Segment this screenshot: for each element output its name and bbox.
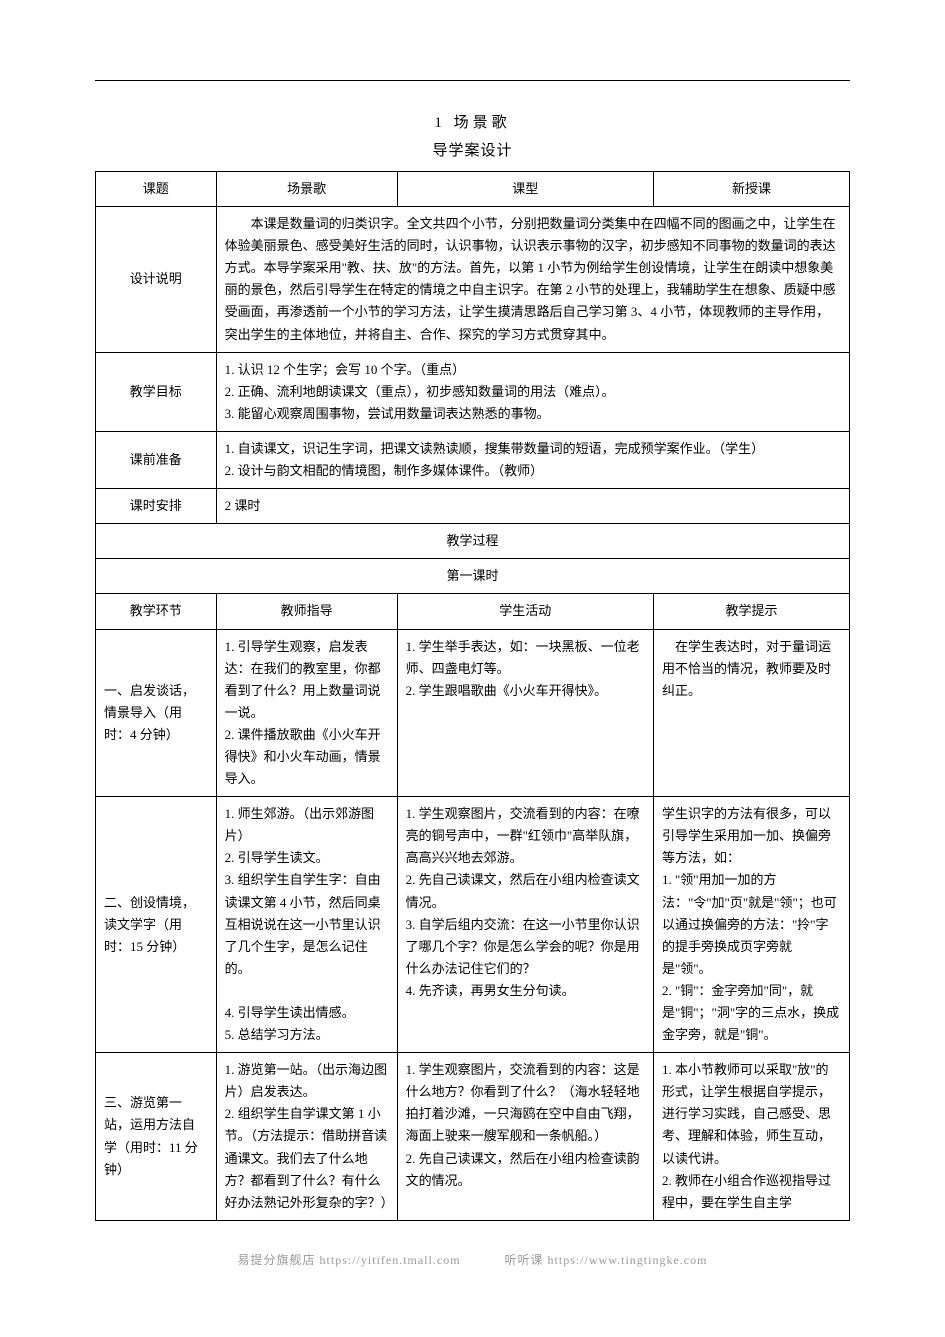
table-row: 教学环节 教师指导 学生活动 教学提示 — [96, 594, 850, 629]
page-footer: 易提分旗舰店 https://yitifen.tmall.com 听听课 htt… — [95, 1251, 850, 1270]
table-row: 课题 场景歌 课型 新授课 — [96, 172, 850, 207]
cell-prep-text: 1. 自读课文，识记生字词，把课文读熟读顺，搜集带数量词的短语，完成预学案作业。… — [216, 431, 849, 488]
doc-subtitle: 导学案设计 — [95, 139, 850, 163]
table-row: 教学过程 — [96, 524, 850, 559]
table-row: 设计说明 本课是数量词的归类识字。全文共四个小节，分别把数量词分类集中在四幅不同… — [96, 207, 850, 353]
step2-teacher: 1. 师生郊游。（出示郊游图片） 2. 引导学生读文。 3. 组织学生自学生字：… — [216, 797, 397, 1053]
cell-goals-label: 教学目标 — [96, 352, 217, 431]
step1-student: 1. 学生举手表达，如：一块黑板、一位老师、四盏电灯等。 2. 学生跟唱歌曲《小… — [397, 629, 653, 797]
cell-topic-label: 课题 — [96, 172, 217, 207]
table-row: 课时安排 2 课时 — [96, 489, 850, 524]
cell-period-label: 课时安排 — [96, 489, 217, 524]
cell-type-value: 新授课 — [653, 172, 849, 207]
col-header-tip: 教学提示 — [653, 594, 849, 629]
top-rule — [95, 80, 850, 81]
step2-tip: 学生识字的方法有很多，可以引导学生采用加一加、换偏旁等方法，如： 1. "领"用… — [653, 797, 849, 1053]
cell-design-label: 设计说明 — [96, 207, 217, 353]
table-row: 第一课时 — [96, 559, 850, 594]
footer-right: 听听课 https://www.tingtingke.com — [505, 1253, 708, 1267]
title-number: 1 — [434, 115, 446, 131]
step1-label: 一、启发谈话，情景导入（用时：4 分钟） — [96, 629, 217, 797]
step1-teacher: 1. 引导学生观察，启发表达：在我们的教室里，你都看到了什么？用上数量词说一说。… — [216, 629, 397, 797]
process-header: 教学过程 — [96, 524, 850, 559]
step2-student: 1. 学生观察图片，交流看到的内容：在嘹亮的铜号声中，一群"红领巾"高举队旗，高… — [397, 797, 653, 1053]
step1-tip: 在学生表达时，对于量词运用不恰当的情况，教师要及时纠正。 — [653, 629, 849, 797]
col-header-student: 学生活动 — [397, 594, 653, 629]
table-row: 课前准备 1. 自读课文，识记生字词，把课文读熟读顺，搜集带数量词的短语，完成预… — [96, 431, 850, 488]
table-row: 二、创设情境，读文学字（用时：15 分钟） 1. 师生郊游。（出示郊游图片） 2… — [96, 797, 850, 1053]
table-row: 三、游览第一站，运用方法自学（用时：11 分钟） 1. 游览第一站。（出示海边图… — [96, 1053, 850, 1221]
cell-topic-value: 场景歌 — [216, 172, 397, 207]
cell-period-text: 2 课时 — [216, 489, 849, 524]
col-header-step: 教学环节 — [96, 594, 217, 629]
table-row: 一、启发谈话，情景导入（用时：4 分钟） 1. 引导学生观察，启发表达：在我们的… — [96, 629, 850, 797]
col-header-teacher: 教师指导 — [216, 594, 397, 629]
lesson-plan-table: 课题 场景歌 课型 新授课 设计说明 本课是数量词的归类识字。全文共四个小节，分… — [95, 171, 850, 1221]
cell-design-text: 本课是数量词的归类识字。全文共四个小节，分别把数量词分类集中在四幅不同的图画之中… — [216, 207, 849, 353]
step3-student: 1. 学生观察图片，交流看到的内容：这是什么地方？你看到了什么？（海水轻轻地拍打… — [397, 1053, 653, 1221]
cell-prep-label: 课前准备 — [96, 431, 217, 488]
step2-label: 二、创设情境，读文学字（用时：15 分钟） — [96, 797, 217, 1053]
step3-tip: 1. 本小节教师可以采取"放"的形式，让学生根据自学提示，进行学习实践，自己感受… — [653, 1053, 849, 1221]
lesson1-header: 第一课时 — [96, 559, 850, 594]
title-text: 场景歌 — [454, 115, 511, 131]
step3-teacher: 1. 游览第一站。（出示海边图片）启发表达。 2. 组织学生自学课文第 1 小节… — [216, 1053, 397, 1221]
footer-left: 易提分旗舰店 https://yitifen.tmall.com — [238, 1253, 461, 1267]
step3-label: 三、游览第一站，运用方法自学（用时：11 分钟） — [96, 1053, 217, 1221]
cell-type-label: 课型 — [397, 172, 653, 207]
doc-title: 1 场景歌 — [95, 111, 850, 135]
table-row: 教学目标 1. 认识 12 个生字；会写 10 个字。（重点） 2. 正确、流利… — [96, 352, 850, 431]
cell-goals-text: 1. 认识 12 个生字；会写 10 个字。（重点） 2. 正确、流利地朗读课文… — [216, 352, 849, 431]
